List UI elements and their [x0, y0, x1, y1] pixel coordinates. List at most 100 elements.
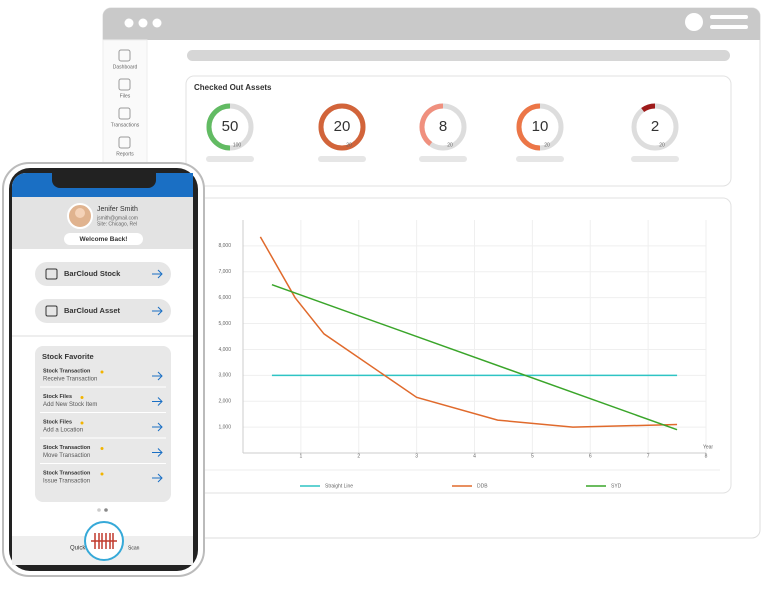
arrow-icon	[152, 422, 163, 432]
welcome-text: Welcome Back!	[80, 236, 128, 243]
gauge-arc	[516, 103, 541, 151]
app-button-icon	[45, 305, 58, 317]
search-bar[interactable]	[187, 50, 730, 61]
app-button-label[interactable]: BarCloud Stock	[64, 269, 121, 278]
y-tick-label: 5,000	[218, 321, 231, 327]
favorite-subtitle[interactable]: Receive Transaction	[43, 377, 97, 383]
gauge-max: 20	[544, 142, 550, 148]
window-dot	[138, 18, 148, 28]
gauge-arc	[318, 103, 366, 151]
arrow-icon	[152, 269, 163, 279]
quick-label[interactable]: Quick	[70, 546, 86, 552]
arrow-icon	[152, 473, 163, 483]
phone-header	[179, 173, 193, 197]
favorite-title[interactable]: Stock Transaction	[43, 445, 91, 451]
x-tick-label: 4	[473, 453, 476, 459]
assets-panel	[185, 75, 732, 187]
favorite-star	[100, 472, 104, 476]
y-tick-label: 3,000	[218, 373, 231, 379]
chart-panel	[185, 197, 732, 494]
panel-title: Checked Out Assets	[194, 83, 272, 92]
sidebar-icon[interactable]	[118, 107, 131, 120]
sidebar-label[interactable]: Files	[120, 93, 131, 99]
gauge-arc	[641, 103, 656, 113]
gauge-caption-bar	[318, 156, 366, 162]
favorite-star	[100, 370, 104, 374]
gauge-value: 10	[532, 118, 549, 135]
x-tick-label: 6	[589, 453, 592, 459]
favorite-subtitle[interactable]: Issue Transaction	[43, 479, 90, 485]
favorite-title[interactable]: Stock Transaction	[43, 368, 91, 374]
menu-bar[interactable]	[710, 25, 748, 29]
avatar-face	[75, 208, 85, 218]
gauge-arc	[206, 103, 231, 151]
user-email: jsmith@gmail.com	[96, 215, 138, 221]
x-tick-label: 2	[357, 453, 360, 459]
x-tick-label: 7	[647, 453, 650, 459]
gauge-caption-bar	[419, 156, 467, 162]
gauge-caption-bar	[631, 156, 679, 162]
phone-notch	[52, 172, 156, 188]
gauge-arc	[419, 103, 444, 147]
arrow-icon	[152, 306, 163, 316]
app-button-label[interactable]: BarCloud Asset	[64, 306, 120, 315]
y-tick-label: 2,000	[218, 399, 231, 405]
x-tick-label: 1	[299, 453, 302, 459]
arrow-icon	[152, 448, 163, 457]
y-tick-label: 6,000	[218, 295, 231, 301]
barcode-icon	[91, 533, 117, 549]
series-line	[259, 236, 678, 428]
page-dot	[97, 508, 101, 512]
window-dot	[152, 18, 162, 28]
page-dot	[104, 508, 108, 512]
x-tick-label: 3	[415, 453, 418, 459]
x-tick-label: 8	[705, 453, 708, 459]
sidebar-items: Dashboard Files Transactions Reports	[111, 49, 140, 157]
legend-label: SYD	[611, 483, 622, 489]
favorite-star	[80, 396, 84, 399]
favorites-title: Stock Favorite	[42, 352, 94, 361]
sidebar-label[interactable]: Reports	[116, 151, 134, 157]
y-tick-label: 4,000	[218, 347, 231, 353]
welcome-pill	[64, 233, 143, 245]
gauge-caption-bar	[206, 156, 254, 162]
gauge-max: 20	[346, 142, 352, 148]
window-dot	[124, 18, 134, 28]
sidebar-label[interactable]: Transactions	[111, 122, 140, 128]
favorite-subtitle[interactable]: Add New Stock Item	[43, 402, 97, 408]
arrow-icon	[152, 371, 163, 381]
sidebar-icon[interactable]	[118, 78, 131, 91]
legend-label: Straight Line	[325, 483, 353, 489]
favorite-title[interactable]: Stock Files	[43, 419, 72, 425]
arrow-icon	[152, 397, 163, 406]
gauge-value: 50	[222, 118, 239, 135]
x-tick-label: 5	[531, 453, 534, 459]
window-titlebar	[103, 8, 760, 40]
favorite-title[interactable]: Stock Transaction	[43, 470, 91, 476]
y-tick-label: 8,000	[218, 243, 231, 249]
gauges: 50 100 20 20 8 20 10 20 2 20	[206, 103, 679, 162]
gauge-value: 8	[439, 118, 447, 135]
gauge-value: 2	[651, 118, 659, 135]
favorite-title[interactable]: Stock Files	[43, 394, 72, 400]
sidebar-icon[interactable]	[118, 49, 131, 62]
gauge-max: 20	[447, 142, 453, 148]
favorite-star	[100, 447, 104, 450]
app-button-icon	[45, 268, 58, 280]
scan-label[interactable]: Scan	[128, 545, 140, 551]
avatar-placeholder[interactable]	[685, 13, 703, 31]
favorite-star	[80, 421, 84, 425]
favorite-subtitle[interactable]: Add a Location	[43, 428, 83, 434]
gauge-max: 20	[659, 142, 665, 148]
menu-bar[interactable]	[710, 15, 748, 19]
app-button[interactable]	[35, 262, 171, 286]
phone-buttons: BarCloud Stock BarCloud Asset	[35, 262, 171, 323]
favorite-subtitle[interactable]: Move Transaction	[43, 453, 90, 459]
user-name: Jenifer Smith	[97, 206, 138, 213]
legend-label: DDB	[477, 483, 488, 489]
sidebar-icon[interactable]	[118, 136, 131, 149]
gauge-value: 20	[334, 118, 351, 135]
app-button[interactable]	[35, 299, 171, 323]
sidebar-label[interactable]: Dashboard	[113, 64, 138, 70]
